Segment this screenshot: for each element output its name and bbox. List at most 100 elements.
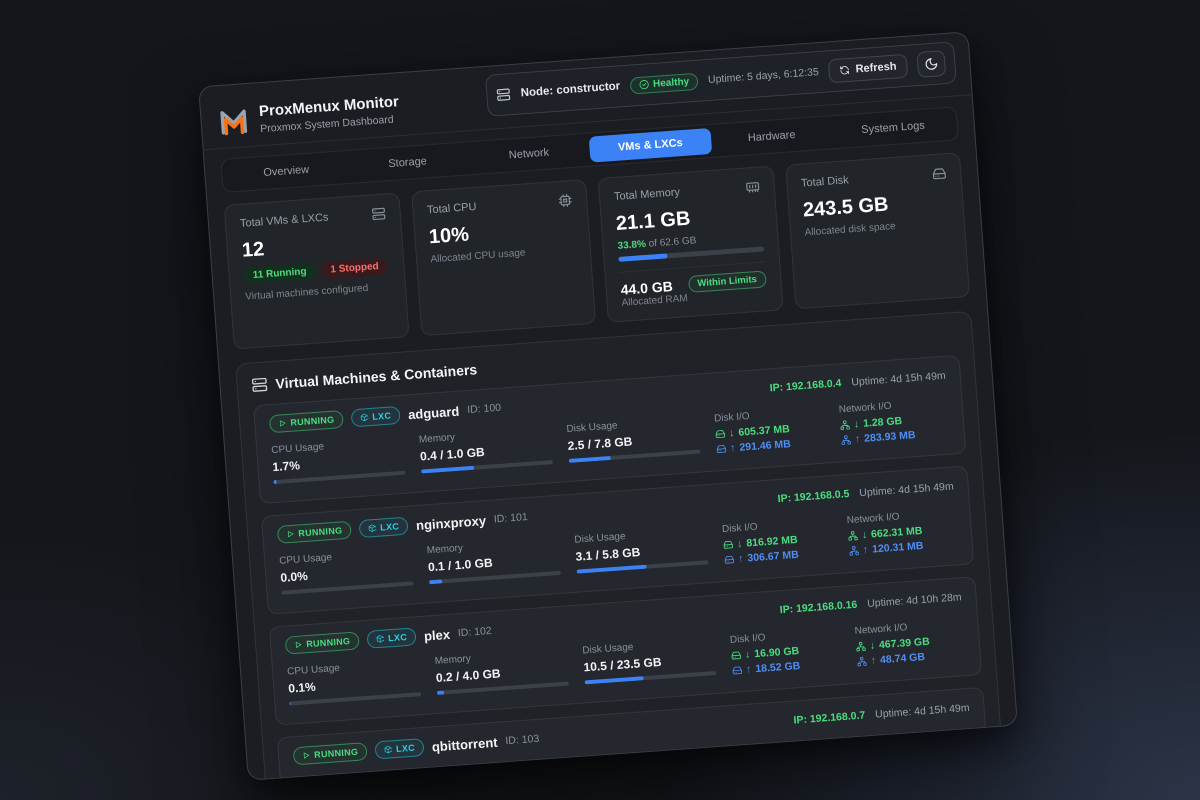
net-down-value: 662.31 MB <box>870 524 923 541</box>
total-cpu-title: Total CPU <box>426 200 477 217</box>
network-icon <box>840 420 851 431</box>
total-vms-card: Total VMs & LXCs 12 11 Running 1 Stopped… <box>223 192 410 350</box>
network-io-metric: Network I/O <box>862 732 916 748</box>
container-icon <box>384 745 393 754</box>
network-io-metric: Network I/O ↓ 662.31 MB ↑ 120.31 MB <box>846 511 924 557</box>
tab-storage[interactable]: Storage <box>387 155 428 171</box>
disk-io-metric: Disk I/O ↓ 16.90 GB ↑ 18.52 GB <box>729 632 801 676</box>
play-icon <box>302 751 311 760</box>
server-icon <box>496 87 511 102</box>
disk-usage-metric: Disk Usage <box>589 752 642 768</box>
net-up-value: 48.74 GB <box>879 650 926 667</box>
disk-usage-metric: Disk Usage 2.5 / 7.8 GB <box>566 415 701 469</box>
disk-write-value: 306.67 MB <box>747 548 800 565</box>
type-badge-lxc: LXC <box>358 516 409 539</box>
memory-of-total: of 62.6 GB <box>645 235 697 250</box>
disk-read-value: 16.90 GB <box>753 644 800 661</box>
vm-ip: IP: 192.168.0.16 <box>779 598 858 617</box>
health-badge: Healthy <box>629 72 699 95</box>
memory-metric: Memory <box>442 764 480 778</box>
theme-toggle-button[interactable] <box>916 50 947 78</box>
vm-section-title: Virtual Machines & Containers <box>274 361 478 392</box>
vm-ip: IP: 192.168.0.7 <box>793 709 866 727</box>
tab-network[interactable]: Network <box>508 146 550 162</box>
network-icon <box>849 545 860 556</box>
memory-icon <box>745 180 760 195</box>
tab-system-logs[interactable]: System Logs <box>860 119 926 137</box>
net-up-value: 120.31 MB <box>871 539 924 556</box>
memory-percent: 33.8% <box>617 238 647 252</box>
total-disk-title: Total Disk <box>800 174 850 190</box>
cpu-progress-bar <box>289 692 422 706</box>
memory-metric: Memory 0.4 / 1.0 GB <box>419 425 554 479</box>
server-icon <box>371 206 386 221</box>
hard-drive-icon <box>716 444 727 455</box>
disk-write-value: 18.52 GB <box>754 659 801 676</box>
server-icon <box>251 376 268 393</box>
net-down-value: 1.28 GB <box>862 415 903 430</box>
total-cpu-card: Total CPU 10% Allocated CPU usage <box>410 179 597 337</box>
vm-id: ID: 103 <box>505 732 540 748</box>
container-icon <box>360 413 369 422</box>
refresh-icon <box>839 65 850 76</box>
hard-drive-icon <box>731 650 742 661</box>
hard-drive-icon <box>715 429 726 440</box>
network-io-metric: Network I/O ↓ 1.28 GB ↑ 283.93 MB <box>838 400 916 446</box>
cpu-progress-bar <box>273 470 406 485</box>
disk-progress-bar <box>576 560 709 574</box>
total-memory-value: 21.1 GB <box>615 207 692 235</box>
total-disk-value: 243.5 GB <box>802 193 890 222</box>
play-icon <box>278 419 287 428</box>
vm-uptime: Uptime: 4d 15h 49m <box>874 701 970 721</box>
disk-usage-metric: Disk Usage 10.5 / 23.5 GB <box>582 636 717 690</box>
vm-uptime: Uptime: 4d 10h 28m <box>866 591 963 610</box>
vm-id: ID: 102 <box>457 624 493 640</box>
disk-io-metric: Disk I/O ↓ 605.37 MB ↑ 291.46 MB <box>713 410 792 455</box>
stopped-count-badge: 1 Stopped <box>320 257 389 280</box>
brand: ProxMenux Monitor Proxmox System Dashboa… <box>217 93 401 138</box>
vm-ip: IP: 192.168.0.5 <box>777 487 850 506</box>
vm-name: adguard <box>407 403 460 422</box>
cpu-usage-metric: CPU Usage 0.0% <box>279 546 414 600</box>
vm-id: ID: 101 <box>493 511 529 526</box>
network-icon <box>841 435 852 446</box>
total-vms-value: 12 <box>241 238 265 262</box>
type-badge-lxc: LXC <box>374 738 425 760</box>
status-badge-running: RUNNING <box>292 742 368 766</box>
proxmenux-logo-icon <box>220 109 248 136</box>
disk-read-value: 816.92 MB <box>745 533 799 550</box>
total-disk-card: Total Disk 243.5 GB Allocated disk space <box>784 152 971 310</box>
hard-drive-icon <box>724 554 735 565</box>
total-cpu-value: 10% <box>428 223 470 249</box>
header: ProxMenux Monitor Proxmox System Dashboa… <box>199 32 972 151</box>
running-count-badge: 11 Running <box>243 262 317 285</box>
status-badge-running: RUNNING <box>268 409 345 434</box>
vm-uptime: Uptime: 4d 15h 49m <box>858 480 955 500</box>
total-vms-subtitle: Virtual machines configured <box>244 282 369 303</box>
net-up-value: 283.93 MB <box>863 429 916 445</box>
tab-vms-lxcs[interactable]: VMs & LXCs <box>588 127 712 163</box>
vm-name: plex <box>423 626 451 644</box>
cpu-icon <box>558 193 573 208</box>
memory-metric: Memory 0.2 / 4.0 GB <box>434 647 569 701</box>
vm-ip: IP: 192.168.0.4 <box>769 377 842 395</box>
tab-overview[interactable]: Overview <box>262 163 310 180</box>
refresh-button[interactable]: Refresh <box>827 53 909 84</box>
cpu-usage-metric: CPU Usage 0.1% <box>287 657 422 711</box>
disk-usage-metric: Disk Usage 3.1 / 5.8 GB <box>574 525 709 579</box>
cpu-usage-metric: CPU Usage <box>295 768 428 781</box>
type-badge-lxc: LXC <box>350 405 401 428</box>
memory-progress-bar <box>436 681 569 695</box>
hard-drive-icon <box>732 665 743 676</box>
disk-io-metric: Disk I/O <box>737 743 774 757</box>
total-vms-title: Total VMs & LXCs <box>239 211 329 230</box>
network-icon <box>855 641 866 652</box>
net-down-value: 467.39 GB <box>878 635 931 652</box>
total-memory-card: Total Memory 21.1 GB 33.8% of 62.6 GB 44… <box>597 165 784 323</box>
status-badge-running: RUNNING <box>284 631 360 655</box>
play-icon <box>286 530 295 539</box>
tab-hardware[interactable]: Hardware <box>747 128 796 145</box>
check-circle-icon <box>639 79 650 90</box>
node-name: Node: constructor <box>520 80 621 100</box>
vm-name: qbittorrent <box>431 734 498 754</box>
